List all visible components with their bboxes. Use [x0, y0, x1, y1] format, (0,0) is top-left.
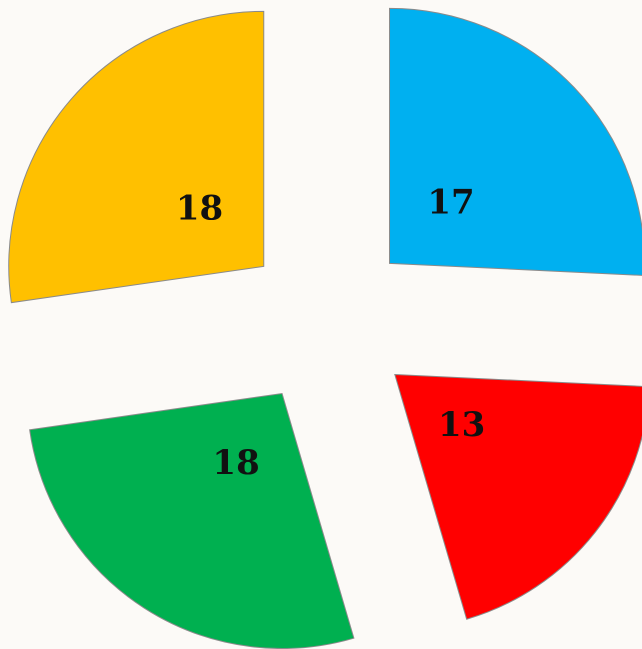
data-label: 18 [176, 189, 223, 229]
pie-slice [8, 10, 265, 304]
data-label: 17 [427, 183, 474, 223]
data-label: 13 [438, 405, 485, 445]
pie-slice [29, 392, 355, 649]
data-label: 18 [212, 443, 259, 483]
pie-slice [394, 374, 642, 620]
pie-slice [389, 7, 642, 276]
